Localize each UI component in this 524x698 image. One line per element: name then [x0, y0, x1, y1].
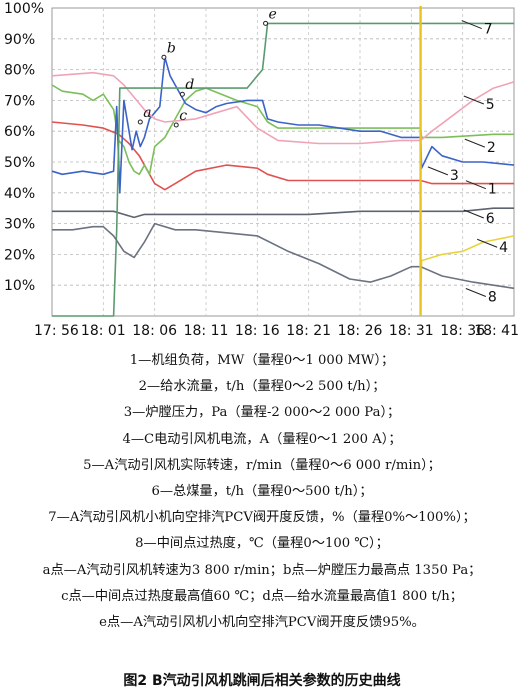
x-tick-label: 18: 41 — [474, 323, 519, 339]
x-tick-label: 18: 01 — [81, 323, 126, 339]
y-tick-label: 60% — [4, 124, 35, 140]
x-tick-label: 18: 31 — [389, 323, 434, 339]
y-tick-label: 70% — [4, 93, 35, 109]
legend-line: 3—炉膛压力，Pa（量程-2 000～2 000 Pa）； — [123, 405, 401, 421]
series-label-7: 7 — [484, 22, 493, 38]
x-tick-label: 18: 11 — [184, 323, 229, 339]
annotation-point-d — [179, 91, 185, 97]
series-label-2: 2 — [487, 140, 496, 156]
series-line-7 — [52, 22, 514, 317]
x-tick-label: 18: 06 — [132, 323, 177, 339]
series-label-leader — [463, 209, 484, 219]
annotation-label-e: e — [269, 6, 277, 22]
x-tick-label: 18: 36 — [440, 323, 485, 339]
series-line-3 — [51, 56, 515, 194]
y-tick-label: 20% — [4, 247, 35, 263]
annotation-point-b — [161, 54, 167, 60]
series-label-3: 3 — [450, 168, 459, 184]
annotation-point-a — [137, 119, 143, 125]
legend-line: 6—总煤量，t/h（量程0～500 t/h）； — [151, 484, 373, 500]
figure-caption: 图2 B汽动引风机跳闸后相关参数的历史曲线 — [123, 673, 401, 689]
series-label-leader — [464, 138, 486, 148]
legend-line: 4—C电动引风机电流，A（量程0～1 200 A）； — [122, 431, 402, 447]
series-label-4: 4 — [499, 240, 508, 256]
y-tick-label: 30% — [4, 217, 35, 233]
annotation-label-c: c — [179, 108, 187, 124]
legend: 1—机组负荷，MW（量程0～1 000 MW）； 2—给水流量，t/h（量程0～2… — [0, 348, 524, 636]
x-tick-label: 18: 26 — [338, 323, 383, 339]
y-tick-label: 10% — [4, 278, 35, 294]
legend-line: 7—A汽动引风机小机向空排汽PCV阀开度反馈，%（量程0%～100%）； — [48, 510, 476, 526]
y-tick-label: 80% — [4, 63, 35, 79]
x-tick-label: 17: 56 — [34, 323, 79, 339]
legend-line: a点—A汽动引风机转速为3 800 r/min；b点—炉膛压力最高点 1350 … — [42, 562, 482, 578]
series-label-leader — [461, 20, 482, 30]
series-line-2 — [51, 84, 514, 176]
series-label-leader — [465, 180, 487, 190]
annotation-point-e — [263, 20, 269, 26]
legend-line: 5—A汽动引风机实际转速，r/min（量程0～6 000 r/min）； — [83, 457, 441, 473]
series-label-leader — [476, 238, 498, 248]
y-tick-label: 40% — [4, 186, 35, 202]
series-label-1: 1 — [488, 182, 497, 198]
legend-line: 2—给水流量，t/h（量程0～2 500 t/h）； — [138, 379, 386, 395]
annotation-label-d: d — [185, 77, 194, 93]
chart-area: 100% 90% 80% 70% 60% 50% 40% 30% 20% 10% 17: 56 18… — [0, 0, 524, 345]
series-label-8: 8 — [488, 290, 497, 306]
series-label-leader — [427, 166, 449, 176]
series-line-5 — [51, 71, 515, 145]
annotation-point-c — [173, 122, 179, 128]
legend-line: c点—中间点过热度最高值60 ℃；d点—给水流量最高值1 800 t/h； — [61, 588, 463, 604]
series-label-leader — [465, 288, 487, 297]
x-tick-label: 18: 16 — [235, 323, 280, 339]
y-tick-label: 90% — [4, 32, 35, 48]
annotation-label-a: a — [143, 105, 151, 121]
legend-line: 1—机组负荷，MW（量程0～1 000 MW）； — [129, 353, 395, 368]
legend-line: e点—A汽动引风机小机向空排汽PCV阀开度反馈95%。 — [99, 615, 425, 631]
legend-line: 8—中间点过热度，℃（量程0～100 ℃）； — [135, 536, 389, 552]
annotation-label-b: b — [167, 40, 176, 56]
series-label-6: 6 — [486, 211, 495, 227]
x-tick-label: 18: 21 — [286, 323, 331, 339]
series-label-leader — [463, 95, 484, 105]
y-tick-label: 50% — [4, 155, 35, 171]
y-tick-label: 100% — [4, 1, 44, 17]
series-line-8 — [52, 222, 515, 290]
series-label-5: 5 — [486, 97, 495, 113]
history-curve-chart: 100%90%80%70%60%50%40%30%20%10% 17: 56 18… — [4, 1, 519, 339]
